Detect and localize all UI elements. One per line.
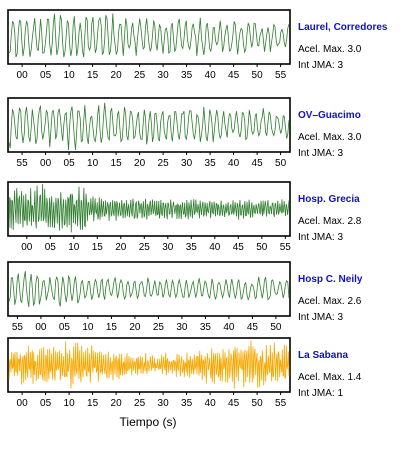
seismogram-panels: 00 05 10 15 20 25 30 35 40 45 50 55 Laurel, Corredor… bbox=[7, 9, 388, 409]
waveform-trace bbox=[8, 13, 290, 58]
x-tick-label: 05 bbox=[45, 242, 57, 253]
x-tick-label: 10 bbox=[87, 158, 99, 169]
panel-5: 00 05 10 15 20 25 30 35 40 45 50 55 La Sabana Acel. M… bbox=[7, 337, 362, 409]
x-tick-label: 25 bbox=[134, 398, 146, 409]
jma-intensity: Int JMA: 3 bbox=[298, 232, 343, 243]
x-tick-label: 45 bbox=[228, 398, 240, 409]
x-tick-label: 45 bbox=[247, 322, 259, 333]
plot-frame bbox=[7, 9, 291, 65]
x-tick-label: 30 bbox=[162, 242, 174, 253]
x-tick-label: 55 bbox=[280, 242, 292, 253]
jma-intensity: Int JMA: 3 bbox=[298, 312, 343, 323]
x-tick-label: 40 bbox=[205, 398, 217, 409]
panel-1: 00 05 10 15 20 25 30 35 40 45 50 55 Laurel, Corredor… bbox=[7, 9, 388, 81]
peak-acceleration: Acel. Max. 2.8 bbox=[298, 216, 362, 227]
x-axis-title: Tiempo (s) bbox=[120, 415, 177, 429]
x-tick-label: 55 bbox=[275, 70, 287, 81]
x-tick-label: 00 bbox=[17, 398, 29, 409]
x-tick-label: 25 bbox=[134, 70, 146, 81]
x-tick-label: 45 bbox=[233, 242, 245, 253]
waveform-trace bbox=[8, 183, 290, 233]
x-tick-label: 50 bbox=[256, 242, 268, 253]
panel-3: 00 05 10 15 20 25 30 35 40 45 50 55 Hosp. Grecia Acel… bbox=[7, 181, 362, 253]
x-tick-label: 05 bbox=[64, 158, 76, 169]
x-tick-label: 10 bbox=[82, 322, 94, 333]
x-tick-label: 15 bbox=[87, 70, 99, 81]
x-tick-label: 35 bbox=[186, 242, 198, 253]
x-tick-label: 30 bbox=[158, 398, 170, 409]
x-tick-label: 45 bbox=[252, 158, 264, 169]
station-name: OV–Guacimo bbox=[298, 110, 361, 121]
jma-intensity: Int JMA: 1 bbox=[298, 388, 343, 399]
peak-acceleration: Acel. Max. 3.0 bbox=[298, 44, 362, 55]
x-tick-label: 45 bbox=[228, 70, 240, 81]
x-tick-label: 00 bbox=[35, 322, 47, 333]
waveform-trace bbox=[8, 102, 290, 151]
station-name: La Sabana bbox=[298, 350, 348, 361]
station-name: Laurel, Corredores bbox=[298, 22, 388, 33]
x-tick-label: 40 bbox=[223, 322, 235, 333]
x-tick-label: 15 bbox=[92, 242, 104, 253]
x-tick-label: 20 bbox=[129, 322, 141, 333]
x-tick-label: 55 bbox=[17, 158, 29, 169]
x-tick-label: 15 bbox=[87, 398, 99, 409]
x-tick-label: 25 bbox=[158, 158, 170, 169]
x-tick-label: 20 bbox=[111, 398, 123, 409]
x-tick-label: 05 bbox=[40, 398, 52, 409]
x-tick-label: 20 bbox=[134, 158, 146, 169]
x-tick-label: 00 bbox=[21, 242, 33, 253]
x-tick-label: 20 bbox=[115, 242, 127, 253]
x-tick-label: 55 bbox=[12, 322, 24, 333]
x-tick-label: 20 bbox=[111, 70, 123, 81]
peak-acceleration: Acel. Max. 1.4 bbox=[298, 372, 362, 383]
plot-frame bbox=[7, 261, 291, 317]
x-tick-label: 00 bbox=[17, 70, 29, 81]
x-tick-label: 00 bbox=[40, 158, 52, 169]
x-tick-label: 55 bbox=[275, 398, 287, 409]
x-tick-label: 30 bbox=[158, 70, 170, 81]
x-tick-label: 35 bbox=[200, 322, 212, 333]
peak-acceleration: Acel. Max. 3.0 bbox=[298, 132, 362, 143]
x-tick-label: 10 bbox=[64, 70, 76, 81]
x-tick-label: 10 bbox=[64, 398, 76, 409]
x-tick-label: 50 bbox=[275, 158, 287, 169]
x-tick-label: 05 bbox=[59, 322, 71, 333]
plot-frame bbox=[7, 181, 291, 237]
plot-frame bbox=[7, 337, 291, 393]
station-name: Hosp C. Neily bbox=[298, 274, 363, 285]
x-tick-label: 35 bbox=[181, 398, 193, 409]
x-tick-label: 05 bbox=[40, 70, 52, 81]
x-tick-label: 25 bbox=[139, 242, 151, 253]
x-tick-label: 40 bbox=[209, 242, 221, 253]
x-tick-label: 50 bbox=[252, 398, 264, 409]
x-tick-label: 50 bbox=[270, 322, 282, 333]
x-tick-label: 40 bbox=[205, 70, 217, 81]
x-tick-label: 15 bbox=[111, 158, 123, 169]
x-tick-label: 15 bbox=[106, 322, 118, 333]
waveform-trace bbox=[8, 271, 290, 308]
x-tick-label: 10 bbox=[68, 242, 80, 253]
plot-frame bbox=[7, 97, 291, 153]
x-tick-label: 30 bbox=[181, 158, 193, 169]
waveform-trace bbox=[8, 340, 290, 389]
peak-acceleration: Acel. Max. 2.6 bbox=[298, 296, 362, 307]
panel-2: 55 00 05 10 15 20 25 30 35 40 45 50 OV–Guacimo Acel. … bbox=[7, 97, 362, 169]
x-tick-label: 30 bbox=[176, 322, 188, 333]
x-tick-label: 40 bbox=[228, 158, 240, 169]
station-name: Hosp. Grecia bbox=[298, 194, 360, 205]
x-tick-label: 35 bbox=[205, 158, 217, 169]
panel-4: 55 00 05 10 15 20 25 30 35 40 45 50 Hosp C. Neily Ace… bbox=[7, 261, 363, 333]
jma-intensity: Int JMA: 3 bbox=[298, 60, 343, 71]
x-tick-label: 50 bbox=[252, 70, 264, 81]
x-tick-label: 25 bbox=[153, 322, 165, 333]
x-tick-label: 35 bbox=[181, 70, 193, 81]
jma-intensity: Int JMA: 3 bbox=[298, 148, 343, 159]
